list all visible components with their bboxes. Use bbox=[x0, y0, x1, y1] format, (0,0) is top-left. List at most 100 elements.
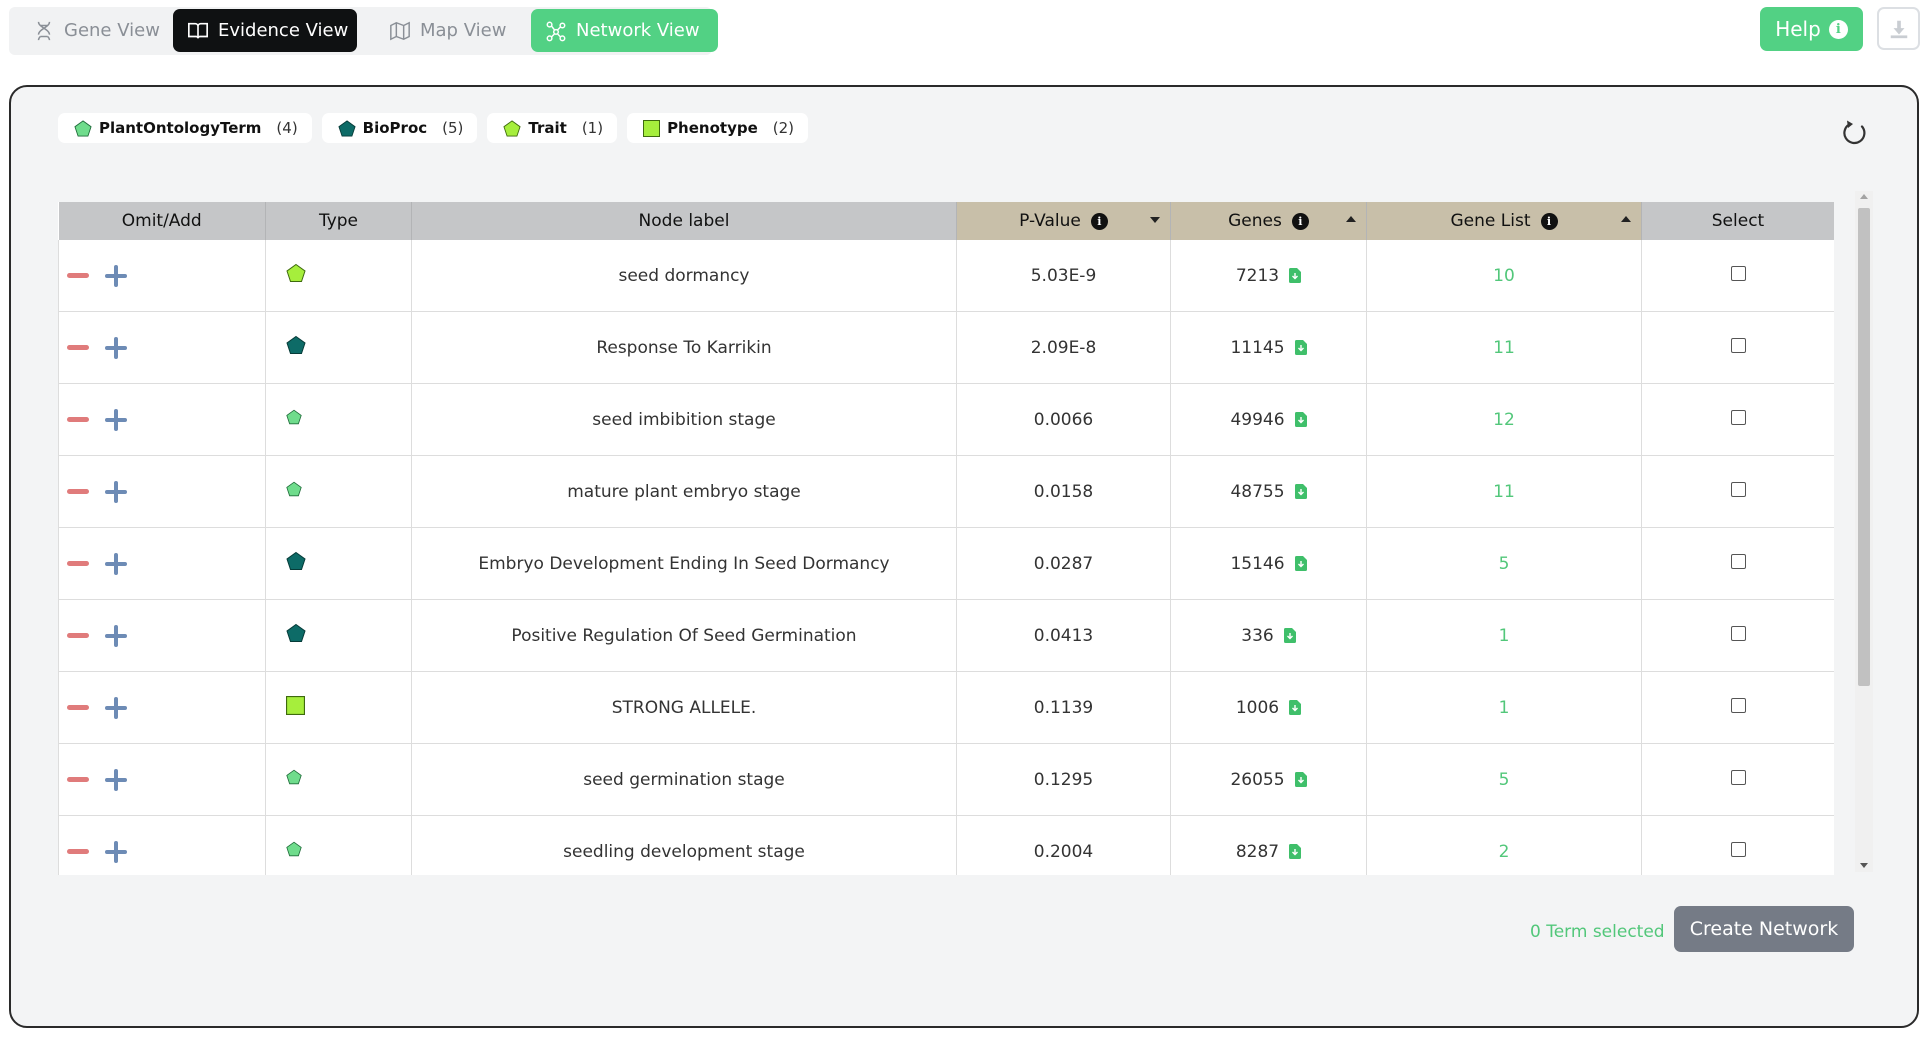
gene-list-link[interactable]: 1 bbox=[1498, 697, 1510, 718]
legend-name: PlantOntologyTerm bbox=[99, 119, 262, 137]
gene-list-link[interactable]: 11 bbox=[1493, 481, 1515, 502]
add-icon[interactable] bbox=[105, 336, 127, 359]
gene-list-link[interactable]: 11 bbox=[1493, 337, 1515, 358]
omit-icon[interactable] bbox=[67, 417, 89, 422]
genes-count: 11145 bbox=[1230, 337, 1285, 358]
tab-gene-view[interactable]: Gene View bbox=[19, 9, 174, 52]
legend-count: (5) bbox=[442, 119, 464, 137]
add-icon[interactable] bbox=[105, 552, 127, 575]
scroll-down-icon[interactable] bbox=[1860, 863, 1868, 868]
select-checkbox[interactable] bbox=[1730, 625, 1746, 641]
p-value-cell: 5.03E-9 bbox=[956, 240, 1171, 312]
gene-list-link[interactable]: 5 bbox=[1498, 553, 1510, 574]
select-checkbox[interactable] bbox=[1730, 553, 1746, 569]
create-network-button[interactable]: Create Network bbox=[1674, 906, 1854, 952]
add-icon[interactable] bbox=[105, 480, 127, 503]
p-value-cell: 0.0066 bbox=[956, 383, 1171, 456]
header-gene-list[interactable]: Gene List i bbox=[1366, 202, 1642, 240]
file-download-icon[interactable] bbox=[1294, 772, 1307, 787]
omit-icon[interactable] bbox=[67, 777, 89, 782]
add-icon[interactable] bbox=[105, 840, 127, 863]
legend-count: (2) bbox=[772, 119, 795, 137]
legend-chip-plantontologyterm[interactable]: PlantOntologyTerm (4) bbox=[58, 113, 312, 143]
square-icon bbox=[286, 695, 305, 715]
header-label: Omit/Add bbox=[121, 211, 202, 231]
file-download-icon[interactable] bbox=[1289, 268, 1302, 283]
file-download-icon[interactable] bbox=[1289, 844, 1302, 859]
genes-cell: 8287 bbox=[1170, 815, 1367, 875]
select-checkbox[interactable] bbox=[1730, 697, 1746, 713]
omit-add-cell bbox=[58, 240, 266, 312]
evidence-table: Omit/Add Type Node label P-Value i Genes i… bbox=[58, 202, 1834, 875]
tab-map-view[interactable]: Map View bbox=[375, 9, 520, 52]
legend-chip-trait[interactable]: Trait (1) bbox=[487, 113, 618, 143]
table-row: seed germination stage 0.1295 26055 5 bbox=[58, 743, 1834, 816]
select-checkbox[interactable] bbox=[1730, 337, 1746, 353]
genes-cell: 48755 bbox=[1170, 455, 1367, 528]
legend-count: (4) bbox=[276, 119, 298, 137]
genes-cell: 49946 bbox=[1170, 383, 1367, 456]
file-download-icon[interactable] bbox=[1294, 412, 1307, 427]
info-icon[interactable]: i bbox=[1540, 212, 1558, 230]
omit-icon[interactable] bbox=[67, 705, 89, 710]
legend-chip-bioproc[interactable]: BioProc (5) bbox=[321, 113, 478, 143]
table-row: seed dormancy 5.03E-9 7213 10 bbox=[58, 240, 1834, 312]
select-checkbox[interactable] bbox=[1730, 481, 1746, 497]
node-label: Response To Karrikin bbox=[596, 337, 772, 358]
sort-asc-icon[interactable] bbox=[1621, 216, 1631, 222]
map-icon bbox=[390, 21, 410, 40]
gene-list-link[interactable]: 10 bbox=[1493, 265, 1515, 286]
genes-cell: 11145 bbox=[1170, 311, 1367, 384]
scroll-up-icon[interactable] bbox=[1860, 194, 1868, 199]
type-cell bbox=[265, 815, 412, 875]
refresh-icon[interactable] bbox=[1840, 118, 1870, 148]
select-checkbox[interactable] bbox=[1730, 409, 1746, 425]
file-download-icon[interactable] bbox=[1294, 556, 1307, 571]
omit-icon[interactable] bbox=[67, 345, 89, 350]
gene-list-link[interactable]: 12 bbox=[1493, 409, 1515, 430]
omit-icon[interactable] bbox=[67, 849, 89, 854]
select-checkbox[interactable] bbox=[1730, 841, 1746, 857]
file-download-icon[interactable] bbox=[1294, 484, 1307, 499]
tab-network-view[interactable]: Network View bbox=[531, 9, 718, 52]
add-icon[interactable] bbox=[105, 696, 127, 719]
type-cell bbox=[265, 671, 412, 744]
file-download-icon[interactable] bbox=[1283, 628, 1296, 643]
omit-icon[interactable] bbox=[67, 561, 89, 566]
omit-add-cell bbox=[58, 383, 266, 456]
node-label-cell: Response To Karrikin bbox=[411, 311, 957, 384]
omit-icon[interactable] bbox=[67, 489, 89, 494]
omit-icon[interactable] bbox=[67, 633, 89, 638]
add-icon[interactable] bbox=[105, 408, 127, 431]
gene-list-link[interactable]: 2 bbox=[1498, 841, 1510, 862]
table-row: seed imbibition stage 0.0066 49946 12 bbox=[58, 383, 1834, 456]
legend-count: (1) bbox=[581, 119, 604, 137]
header-p-value[interactable]: P-Value i bbox=[956, 202, 1171, 240]
file-download-icon[interactable] bbox=[1294, 340, 1307, 355]
node-label: seed imbibition stage bbox=[592, 409, 776, 430]
add-icon[interactable] bbox=[105, 768, 127, 791]
legend-chip-phenotype[interactable]: Phenotype (2) bbox=[627, 113, 809, 143]
sort-desc-icon[interactable] bbox=[1150, 217, 1160, 223]
genes-count: 15146 bbox=[1230, 553, 1285, 574]
scroll-thumb[interactable] bbox=[1858, 208, 1870, 686]
omit-icon[interactable] bbox=[67, 273, 89, 278]
header-genes[interactable]: Genes i bbox=[1170, 202, 1367, 240]
select-checkbox[interactable] bbox=[1730, 769, 1746, 785]
table-scrollbar[interactable] bbox=[1855, 191, 1873, 872]
gene-list-cell: 1 bbox=[1366, 599, 1642, 672]
sort-asc-icon[interactable] bbox=[1346, 216, 1356, 222]
gene-list-cell: 11 bbox=[1366, 311, 1642, 384]
gene-list-link[interactable]: 1 bbox=[1498, 625, 1510, 646]
gene-list-link[interactable]: 5 bbox=[1498, 769, 1510, 790]
info-icon[interactable]: i bbox=[1090, 212, 1108, 230]
download-button[interactable] bbox=[1877, 7, 1920, 50]
add-icon[interactable] bbox=[105, 624, 127, 647]
file-download-icon[interactable] bbox=[1289, 700, 1302, 715]
select-checkbox[interactable] bbox=[1730, 265, 1746, 281]
help-button[interactable]: Help i bbox=[1760, 7, 1863, 51]
add-icon[interactable] bbox=[105, 264, 127, 287]
tab-evidence-view[interactable]: Evidence View bbox=[173, 9, 357, 52]
type-cell bbox=[265, 383, 412, 456]
info-icon[interactable]: i bbox=[1291, 212, 1309, 230]
